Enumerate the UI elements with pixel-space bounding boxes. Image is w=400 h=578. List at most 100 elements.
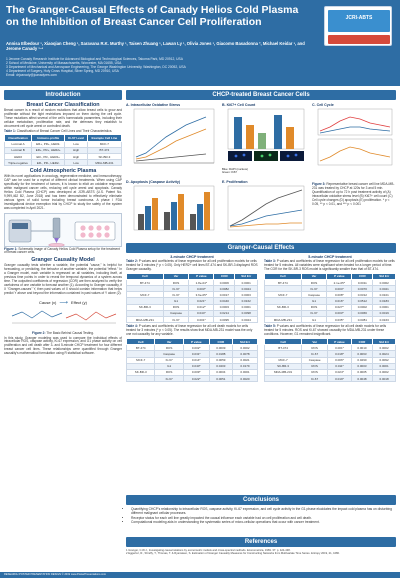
table-cell: 0.0020 [232,375,258,383]
table-cell: 0.035* [326,316,353,324]
table4-caption: Table 4: P values and coefficients of li… [126,324,258,337]
conclusion-item: Computational modeling aids in understan… [131,520,396,524]
table-cell: 0.0163 [372,316,396,324]
panel-c-title: C. Cell Cycle [312,103,334,107]
references-list: 1 Granger, C.W.J., Investigating causal … [126,549,396,556]
affiliation-line: Email: drjcanady@jcanadyres.com [6,73,57,77]
cell-cycle-plot [317,108,393,166]
classification-table: Classification Immuno-profile Ki-67 Leve… [3,134,123,167]
figure2-caption: Figure 2: The Basic Behind Causal Testin… [4,330,122,336]
table-row: Ki-67 0.019* 0.0048 0.0018 [263,375,396,383]
table-row: HER2 ER-, PR-, HER2+ High SK-BR-3 [3,152,123,161]
arrow-right-icon: ⟶ [59,299,68,306]
table-cell: MDA-MB-231 [86,159,123,167]
table2-regression: Cell Var P value COR Std Err BT-474 ROS 1.8e-0… [126,272,258,324]
introduction-header: Introduction [4,90,122,100]
table-cell: Ki-67 [162,316,190,324]
table4-caption-text: P values and coefficients of linear regr… [126,324,253,337]
panel-e-title: E. Proliferation [222,180,248,184]
ki67-legend: Blue: DAPI (nucleus) Green: Ki67 [222,167,308,175]
table-row: MDA-MB-231 Ki-67 0.001* 0.0095 0.0024 [126,316,258,324]
left-column: Introduction Breast Cancer Classificatio… [3,90,123,356]
table-row: Caspase 0.044* 0.0214 0.0098 [126,309,258,318]
table-cell: Ki-67 [154,375,184,383]
reference-item: 2 Eggertsz, R., Shreffy, T., Thomas, T. … [126,552,340,556]
conclusions-section: Conclusions Quantifying CHCP's relations… [126,495,396,525]
table5-caption-text: P values and coefficients of linear regr… [264,324,387,337]
references-section: References 1 Granger, C.W.J., Investigat… [126,537,396,556]
table1-caption-label: Table 1: [4,128,16,133]
institute-logo: JCRI-ABTS [324,6,392,46]
table-row: Ki-67 0.003* 0.0082 0.0024 [126,285,258,293]
affiliation-list: 1 Jerome Canady Research Institute for A… [6,57,311,77]
cap-title: Cold Atmospheric Plasma [29,168,97,175]
poster-footer: RESEARCH POSTER PRESENTATION DESIGN © 20… [0,572,400,578]
table1-caption: Table 1: Classification of Breast Cancer… [4,128,122,134]
panel-e: E. Proliferation [222,180,308,240]
table2-caption-text: P values and coefficients of linear regr… [126,259,258,271]
table5-regression: Cell Var P value COR Std Err BT-474 ROS 0.001*… [263,337,396,383]
table4-regression: Cell Var P value COR Std Err BT-474 ROS 0.002*… [125,337,258,383]
table-cell: 0.001* [188,316,215,324]
logo-stripe [328,35,390,44]
causality-timeseries [11,310,117,323]
table-cell: MDA-MB-231 [264,316,302,324]
causality-diagram: Cause (x) ⟶ Effect (y) [4,299,122,306]
five-min-title: 5-minute CHCP treatment [308,255,352,259]
panel-a: A. Intracellular Oxidative Stress [126,103,218,177]
figure1-caption-label: Figure 1: [4,246,18,251]
table-cell: 0.0024 [234,316,258,324]
poster-header: The Granger-Causal Effects of Canady Hel… [0,0,400,86]
three-min-block: 3-minute CHCP treatment Table 2: P value… [125,255,258,383]
table-cell [263,375,303,383]
panel-b: B. Ki67+ Cell Count Blue: DAPI (nucleus)… [222,103,308,177]
reference-item: 1 Granger, C.W.J., Investigating causal … [126,549,291,552]
affiliation-line: 4 Department of Surgery, Holy Cross Hosp… [6,69,119,73]
table3-caption: Table 3: P values and coefficients of li… [264,259,396,272]
table-row: Triple-negative ER-, PR-, HER2- Low MDA-MB-… [3,159,123,167]
affiliation-line: 2 School of Medicine, University of Mass… [6,61,122,65]
table2-caption-label: Table 2: [126,259,138,263]
poster-title: The Granger-Causal Effects of Canady Hel… [6,4,299,28]
table-cell: 0.019* [327,375,352,383]
table2-caption: Table 2: P values and coefficients of li… [126,259,258,272]
cause-label: Cause (x) [39,299,57,305]
table-cell: MDA-MB-231 [126,316,164,324]
logo-text: JCRI-ABTS [345,15,373,21]
logo-banner: JCRI-ABTS [328,10,390,32]
conclusion-item: Quantifying CHCP's relationship to intra… [131,507,396,515]
table-cell: Ki-67 [301,375,329,383]
panel-b-title: B. Ki67+ Cell Count [222,103,256,107]
panel-d-title: D. Apoptosis (Caspase Activity) [126,180,181,184]
effect-label: Effect (y) [71,299,87,305]
table-cell: 0.0381 [351,316,374,324]
legend-item: Blue: DAPI (nucleus) [222,167,248,171]
study-text: In this study, Granger modeling was used… [4,335,122,356]
figure1-schematic [4,212,122,247]
table5-caption: Table 5: P values and coefficients of li… [264,324,396,337]
table-cell: 0.0095 [213,316,236,324]
author-list: Annisa Elbedour ¹, Xiaoqian Cheng ¹, Sar… [6,41,305,51]
panel-c: C. Cell Cycle [312,103,396,177]
table-cell: 0.022* [182,375,210,383]
figure2-caption-label: Figure 2: [32,330,46,335]
gc-text: Granger causality tests whether a variab… [4,263,122,295]
figure3-caption-text: Representative breast cancer cell line M… [312,182,395,206]
table-cell: ER-, PR-, HER2- [31,159,66,167]
table-cell: 0.0018 [372,375,396,383]
table-cell [125,375,156,383]
bcc-title: Breast Cancer Classification [26,102,100,108]
figure3-caption: Figure 3: Representative breast cancer c… [312,182,396,206]
affiliation-line: 1 Jerome Canady Research Institute for A… [6,57,183,61]
table4-caption-label: Table 4: [126,324,138,329]
table-row: MCF-7 Caspase 0.006* 0.0290 0.0092 [263,356,396,364]
three-min-title: 3-minute CHCP treatment [170,255,214,259]
figure1-caption-text: Schematic image of Canady Helios Cold Pl… [4,246,120,255]
oxidative-stress-plot [133,108,215,164]
bcc-text: Breast cancer is a result of random muta… [4,108,122,128]
figure3-caption-label: Figure 3: [312,182,326,186]
proliferation-plot [227,185,305,231]
table-row: Ki-67 0.022* 0.0051 0.0020 [125,375,258,383]
table-header-row: Cell Var P value COR Std Err [263,337,396,346]
conclusion-item: Receptor status for each cell line great… [131,516,396,520]
